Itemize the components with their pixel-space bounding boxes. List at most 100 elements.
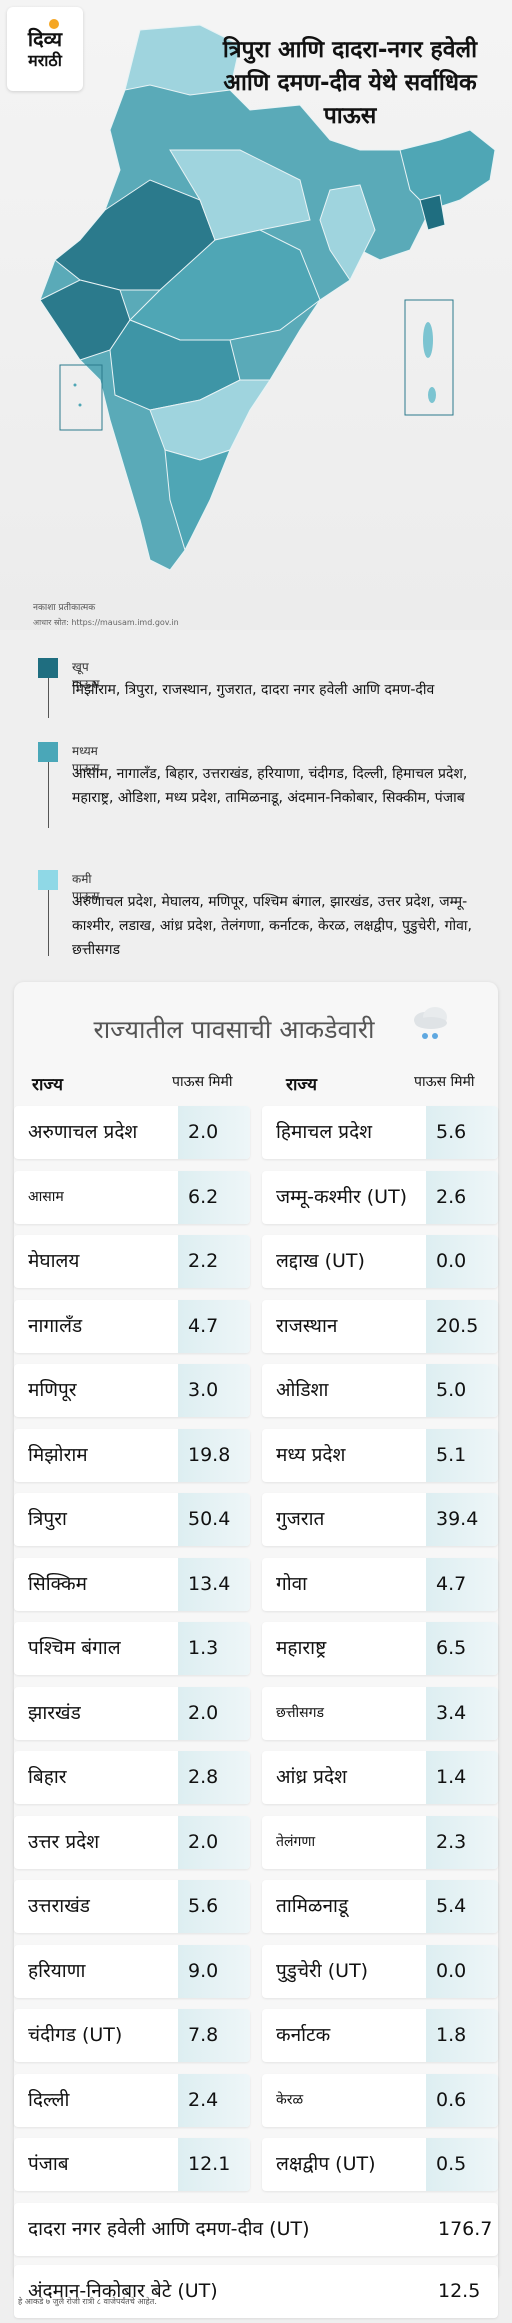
map-region-tamilnadu [164,449,231,552]
stat-row: दिल्ली 2.4 [14,2073,250,2127]
state-name: हरियाणा [28,1959,86,1982]
state-name: केरळ [276,2091,304,2108]
stat-row: सिक्किम 13.4 [14,1557,250,1611]
rain-value: 2.3 [426,1815,498,1869]
stat-row: अरुणाचल प्रदेश 2.0 [14,1106,250,1159]
state-name: पुडुचेरी (UT) [276,1959,369,1982]
stat-row: चंदीगड (UT) 7.8 [14,2009,250,2062]
state-name: तेलंगणा [276,1833,316,1850]
stat-row: कर्नाटक 1.8 [262,2009,498,2062]
rain-value: 0.6 [426,2073,498,2127]
state-name: चंदीगड (UT) [28,2024,123,2046]
state-name: मेघालय [28,1250,80,1272]
map-region-northeast [399,129,496,211]
state-name: झारखंड [28,1701,81,1724]
state-name: पश्चिम बंगाल [28,1637,121,1659]
map-source: आधार स्रोत: https://mausam.imd.gov.in [33,618,179,627]
state-name: नागालँड [28,1314,83,1337]
state-name: जम्मू-कश्मीर (UT) [276,1185,408,1208]
state-name: मिझोराम [28,1443,88,1466]
rain-value: 1.3 [178,1622,250,1675]
state-name: कर्नाटक [276,2024,331,2046]
footer-note: हे आकडे ७ जुलै रोजी रात्री ८ वाजेपर्यंतच… [18,2297,157,2306]
rain-value: 0.0 [426,1235,498,1288]
stats-title: राज्यातील पावसाची आकडेवारी [93,1015,375,1044]
legend-connector [48,890,49,956]
logo-line1: दिव्य [27,27,63,51]
stat-row: मणिपूर 3.0 [14,1364,250,1417]
stat-row: हिमाचल प्रदेश 5.6 [262,1106,498,1159]
stat-row: पंजाब 12.1 [14,2138,250,2191]
rain-value: 5.1 [426,1428,498,1482]
rain-value: 50.4 [178,1493,250,1546]
state-name: अरुणाचल प्रदेश [28,1121,138,1143]
stat-row: त्रिपुरा 50.4 [14,1493,250,1546]
state-name: तामिळनाडू [276,1895,349,1917]
stat-row: झारखंड 2.0 [14,1686,250,1740]
state-name: राजस्थान [276,1314,338,1337]
stat-row: केरळ 0.6 [262,2073,498,2127]
legend-text-high: मिझोराम, त्रिपुरा, राजस्थान, गुजरात, दाद… [72,682,435,698]
legend-text-low: अरुणाचल प्रदेश, मेघालय, मणिपूर, पश्चिम ब… [72,894,472,958]
state-name: अंदमान-निकोबार बेटे (UT) [28,2279,218,2302]
state-name: गुजरात [276,1508,325,1530]
map-region-wb [319,184,376,281]
state-name: त्रिपुरा [28,1508,67,1530]
state-name: महाराष्ट्र [276,1637,327,1659]
stat-row: मध्य प्रदेश 5.1 [262,1428,498,1482]
page-title: त्रिपुरा आणि दादरा-नगर हवेली आणि दमण-दीव… [222,37,478,129]
rain-value: 9.0 [178,1944,250,1998]
rain-value: 2.0 [178,1106,250,1159]
rain-value: 19.8 [178,1428,250,1482]
rain-value: 6.2 [178,1170,250,1224]
logo: दिव्य मराठी [7,7,83,91]
map-inset-lakshadweep [59,364,103,431]
rain-value: 4.7 [426,1557,498,1611]
state-name: लक्षद्वीप (UT) [276,2153,376,2175]
map-island-dot [78,403,82,407]
state-name: मध्य प्रदेश [276,1443,346,1466]
map-region-tripura [419,194,446,231]
rain-value: 3.0 [178,1364,250,1417]
rain-value: 12.5 [438,2279,481,2302]
legend-swatch-medium [38,742,58,762]
stats-card: राज्यातील पावसाची आकडेवारी राज्य पाऊस मि… [14,982,498,2318]
rain-value: 12.1 [178,2138,250,2191]
stat-row: मेघालय 2.2 [14,1235,250,1288]
stat-row: गोवा 4.7 [262,1557,498,1611]
state-name: दादरा नगर हवेली आणि दमण-दीव (UT) [28,2217,310,2240]
stat-row: मिझोराम 19.8 [14,1428,250,1482]
rain-value: 2.0 [178,1815,250,1869]
legend-title-medium: मध्यम पाऊस [72,744,100,775]
rain-value: 0.5 [426,2138,498,2191]
map-island-andaman [423,322,433,358]
india-map [39,24,496,571]
col-head-state-right: राज्य [286,1075,317,1095]
state-name: छत्तीसगड [276,1704,324,1721]
rain-value: 3.4 [426,1686,498,1740]
stat-row: बिहार 2.8 [14,1751,250,1804]
map-region-up [169,149,311,241]
map-section: दिव्य मराठी त्रिपुरा आणि दादरा-नगर हवेली… [0,0,512,630]
rain-value: 5.6 [426,1106,498,1159]
stat-row: दादरा नगर हवेली आणि दमण-दीव (UT) 176.7 [14,2202,498,2256]
stat-row: आंध्र प्रदेश 1.4 [262,1751,498,1804]
stat-row: तामिळनाडू 5.4 [262,1880,498,1933]
state-name: उत्तर प्रदेश [28,1830,100,1853]
stat-row: नागालँड 4.7 [14,1299,250,1353]
legend-connector [48,678,49,718]
logo-dot [49,19,59,29]
state-name: बिहार [28,1766,67,1788]
rain-value: 2.2 [178,1235,250,1288]
stat-row: हरियाणा 9.0 [14,1944,250,1998]
stat-row: गुजरात 39.4 [262,1493,498,1546]
state-name: गोवा [276,1572,308,1595]
stat-row: लद्दाख (UT) 0.0 [262,1235,498,1288]
map-inset-andaman [404,299,454,416]
col-head-rain-left: पाऊस मिमी [172,1074,233,1090]
rain-cloud-icon [414,1007,447,1039]
legend-text-medium: आसाम, नागालँड, बिहार, उत्तराखंड, हरियाणा… [72,766,468,806]
rain-value: 176.7 [438,2217,493,2240]
rain-value: 0.0 [426,1944,498,1998]
stat-row: तेलंगणा 2.3 [262,1815,498,1869]
